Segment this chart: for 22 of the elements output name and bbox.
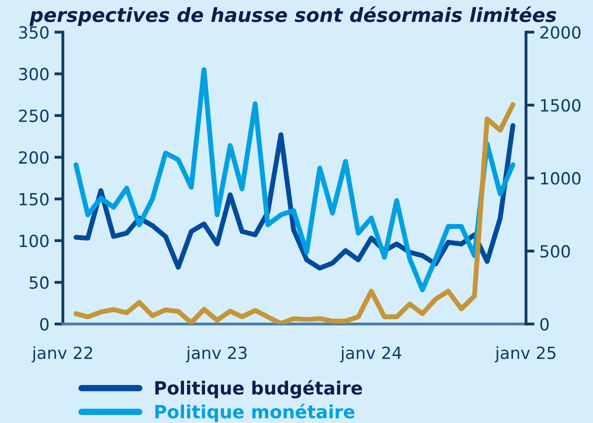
x-tick-label: janv 25: [494, 346, 556, 362]
legend-label: Politique budgétaire: [155, 380, 362, 398]
y2-tick-label: 500: [540, 245, 570, 258]
line-series: [74, 102, 516, 324]
line-series: [74, 67, 516, 292]
y2-tick-label: 1000: [541, 172, 580, 185]
y-tick-label: 250: [19, 110, 49, 122]
y-tick-label: 300: [19, 68, 49, 80]
chart-title: perspectives de hausse sont désormais limitées: [29, 6, 556, 26]
x-tick-label: janv 23: [186, 346, 247, 362]
legend-label: Politique monétaire: [155, 404, 354, 422]
y2-tick-label: 0: [540, 318, 549, 331]
y-tick-label: 350: [19, 26, 49, 39]
y2-tick-label: 2000: [540, 26, 580, 39]
y-tick-label: 0: [40, 318, 49, 331]
y-tick-label: 150: [20, 192, 49, 206]
x-tick-label: janv 24: [340, 346, 402, 362]
y-tick-label: 100: [20, 234, 49, 248]
y-tick-label: 50: [30, 276, 49, 289]
y2-tick-label: 1500: [541, 99, 580, 112]
x-tick-label: janv 22: [32, 346, 92, 362]
y-tick-label: 200: [19, 151, 49, 164]
